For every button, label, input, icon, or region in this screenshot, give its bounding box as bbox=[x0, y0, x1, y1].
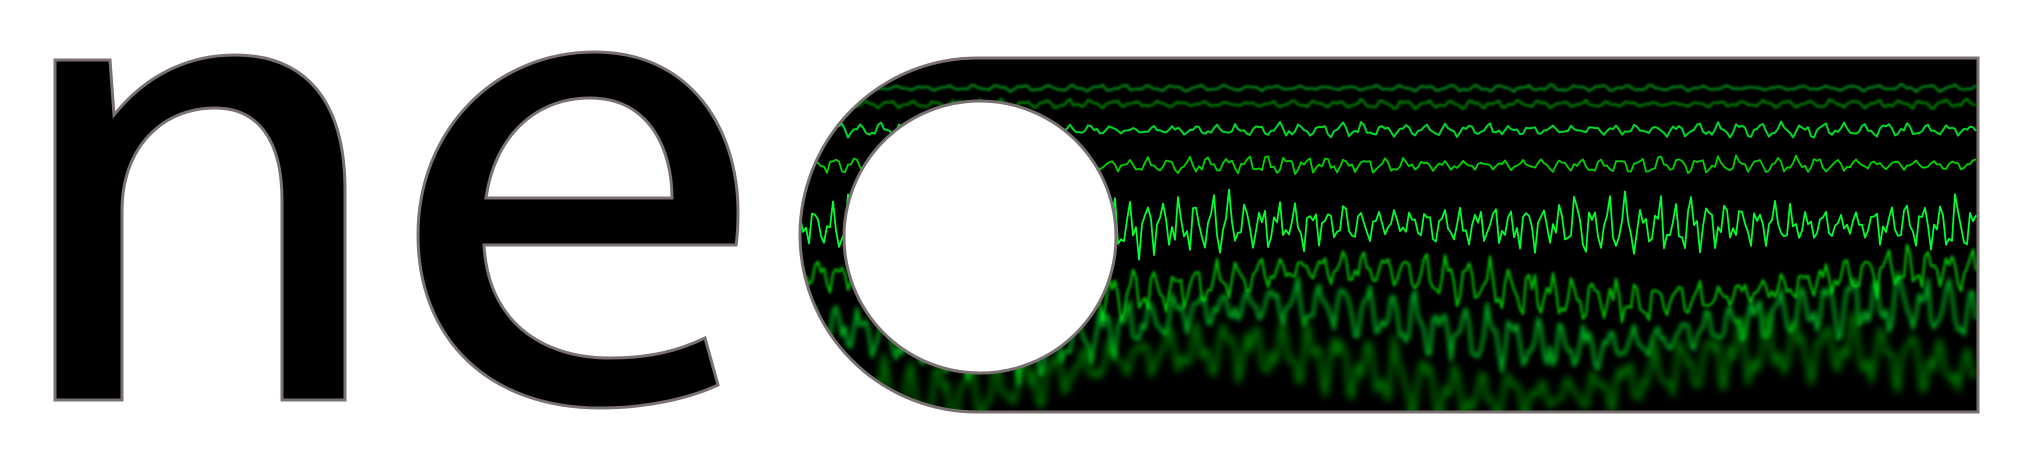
letter-n-glyph bbox=[53, 53, 347, 402]
letter-o-hole bbox=[842, 99, 1118, 375]
signal-panel-outline bbox=[798, 56, 1980, 414]
signal-trace-1 bbox=[800, 83, 1977, 93]
letter-e-glyph bbox=[416, 50, 740, 410]
